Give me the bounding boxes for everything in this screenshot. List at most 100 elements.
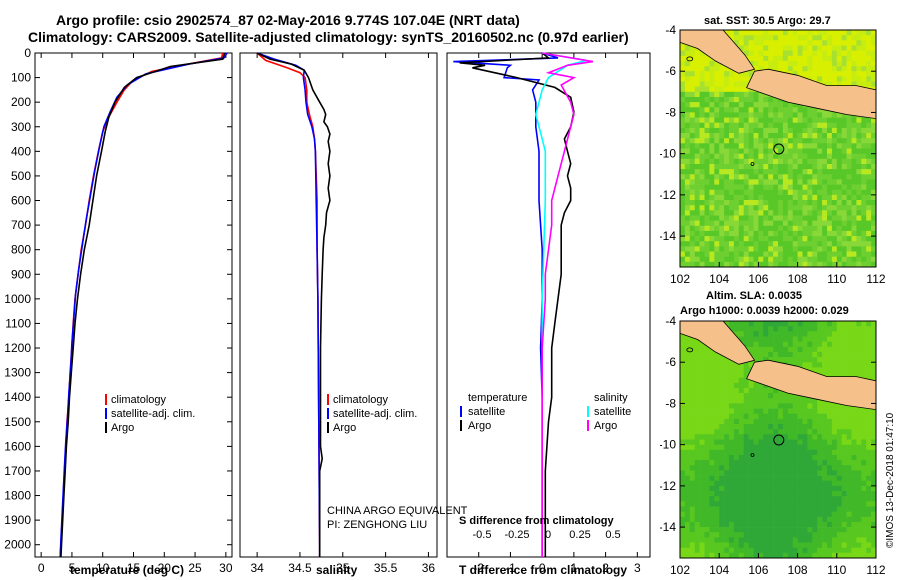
- map-cell: [714, 236, 720, 242]
- map-cell: [768, 439, 774, 445]
- map-cell: [738, 475, 744, 482]
- map-cell: [787, 107, 793, 113]
- map-cell: [680, 527, 686, 533]
- map-cell: [758, 346, 764, 353]
- map-cell: [704, 491, 710, 497]
- map-cell: [758, 164, 764, 170]
- map-cell: [802, 179, 808, 185]
- map-cell: [856, 527, 862, 533]
- map-cell: [778, 164, 784, 170]
- map-cell: [802, 449, 808, 456]
- map-cell: [792, 50, 798, 57]
- map-cell: [861, 71, 867, 77]
- map-cell: [753, 127, 759, 134]
- map-cell: [763, 230, 769, 237]
- map-cell: [733, 455, 740, 461]
- map-cell: [861, 444, 867, 451]
- map-cell: [709, 220, 715, 227]
- map-cell: [827, 542, 833, 548]
- map-cell: [680, 501, 686, 507]
- map-cell: [680, 45, 686, 51]
- map-cell: [856, 455, 862, 461]
- map-cell: [846, 542, 852, 548]
- map-cell: [763, 246, 769, 252]
- map-cell: [743, 50, 749, 57]
- salinity-panel: 34 34.5 35 35.5 36climatologysatellite-adj. …: [239, 52, 468, 575]
- map-cell: [797, 45, 803, 51]
- legend-label: Argo: [594, 420, 617, 432]
- map-cell: [704, 449, 710, 456]
- map-cell: [797, 225, 803, 232]
- map-cell: [822, 496, 828, 502]
- map-cell: [851, 532, 857, 538]
- map-cell: [729, 35, 735, 41]
- map-cell: [817, 35, 823, 41]
- map-cell: [694, 362, 700, 368]
- map-cell: [729, 367, 735, 373]
- map-cell: [714, 480, 720, 487]
- map-cell: [704, 189, 710, 196]
- map-cell: [778, 236, 784, 242]
- map-cell: [861, 138, 867, 144]
- map-cell: [787, 516, 793, 523]
- map-cell: [836, 439, 842, 445]
- map-cell: [856, 465, 862, 471]
- map-cell: [768, 470, 774, 476]
- map-cell: [753, 444, 759, 451]
- map-cell: [753, 527, 759, 533]
- map-cell: [856, 491, 862, 497]
- map-cell: [714, 377, 720, 384]
- map-cell: [836, 205, 842, 211]
- series-line-argo: [60, 52, 226, 558]
- map-cell: [778, 200, 784, 206]
- map-cell: [861, 372, 867, 378]
- map-cell: [719, 491, 725, 497]
- map-cell: [827, 341, 833, 348]
- map-cell: [851, 45, 857, 51]
- map-cell: [709, 527, 715, 533]
- map-cell: [782, 205, 789, 211]
- map-cell: [729, 532, 735, 538]
- map-cell: [758, 455, 764, 461]
- map-cell: [866, 189, 872, 196]
- map-cell: [827, 552, 833, 559]
- map-cell: [831, 158, 838, 165]
- map-cell: [817, 403, 823, 409]
- map-cell: [866, 542, 872, 548]
- x-tick-label: 5: [69, 561, 76, 575]
- map-cell: [689, 153, 695, 160]
- map-cell: [709, 107, 715, 113]
- map-cell: [812, 246, 818, 252]
- map-cell: [699, 496, 705, 502]
- map-cell: [738, 444, 744, 451]
- map-cell: [758, 200, 764, 206]
- map-cell: [748, 537, 754, 543]
- map-cell: [792, 547, 798, 554]
- map-cell: [733, 153, 740, 160]
- map-cell: [807, 470, 813, 476]
- map-cell: [699, 236, 705, 242]
- map-cell: [738, 501, 744, 507]
- map-cell: [709, 148, 715, 154]
- map-cell: [871, 341, 877, 348]
- map-cell: [846, 372, 852, 378]
- map-cell: [714, 527, 720, 533]
- map-cell: [709, 97, 715, 103]
- map-cell: [856, 501, 862, 507]
- map-cell: [758, 408, 764, 415]
- map-cell: [738, 246, 744, 252]
- map-cell: [787, 246, 793, 252]
- map-cell: [822, 336, 828, 342]
- map-cell: [856, 158, 862, 165]
- map-cell: [807, 547, 813, 554]
- land-sumatra: [679, 29, 756, 74]
- map-cell: [851, 30, 857, 36]
- y-tick-label: 1700: [4, 464, 31, 478]
- map-cell: [827, 169, 833, 175]
- map-cell: [743, 236, 749, 242]
- map-cell: [704, 511, 710, 518]
- map-cell: [733, 215, 740, 221]
- map-cell: [861, 532, 867, 538]
- map-cell: [733, 321, 740, 327]
- map-cell: [773, 527, 779, 533]
